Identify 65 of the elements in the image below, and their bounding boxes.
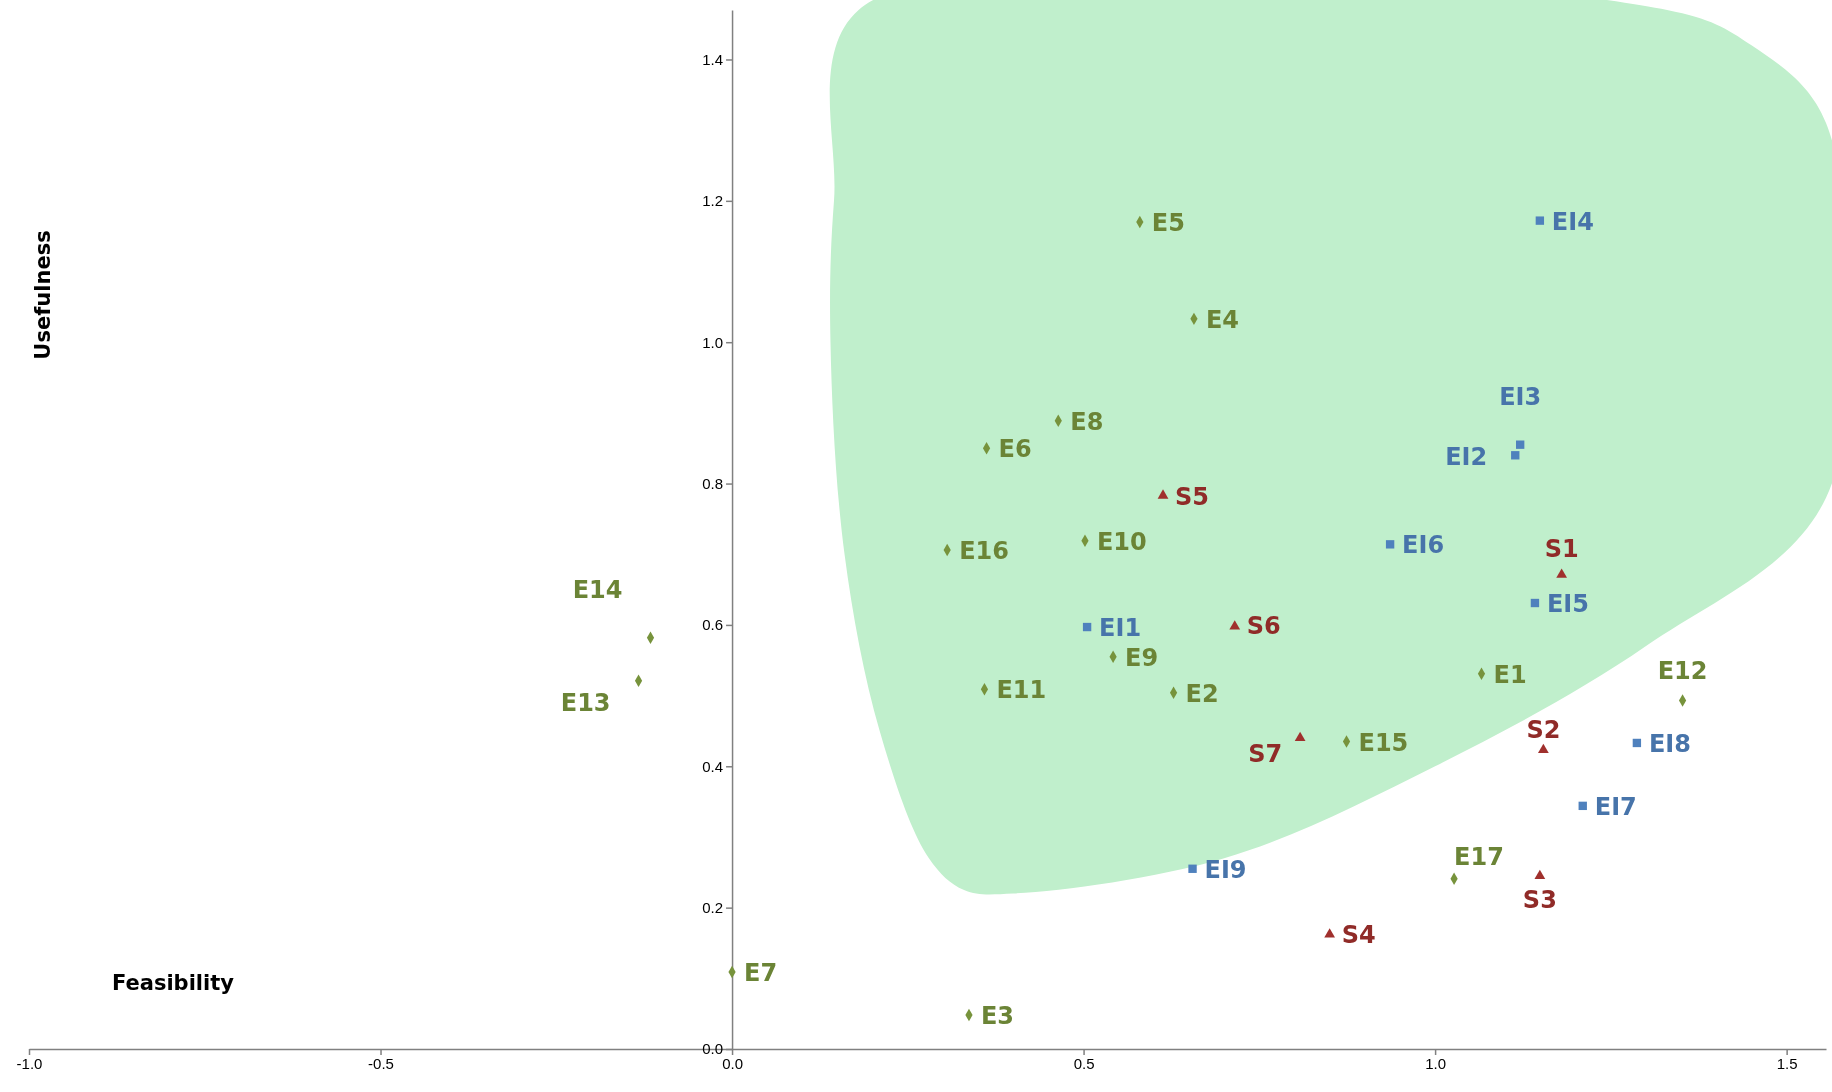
point [1324,928,1336,938]
annotation: EI1 [1099,614,1142,643]
y-tick-label: 0.6 [702,616,724,634]
annotation: EI8 [1648,729,1691,758]
annotation: S4 [1341,921,1376,950]
point [1082,622,1092,632]
y-tick-label: 0.8 [702,474,724,492]
y-tick-label: 1.4 [702,50,724,68]
annotation: EI3 [1499,382,1542,411]
annotation: S7 [1248,740,1283,769]
x-tick-label: 1.0 [1425,1054,1447,1072]
point [1534,869,1546,879]
annotation: E6 [998,435,1032,464]
annotation: E4 [1205,305,1240,334]
annotation: E14 [572,575,623,604]
annotation: E13 [560,688,611,717]
annotation: S6 [1246,612,1281,641]
annotation: EI4 [1551,207,1594,236]
point [1556,568,1568,578]
annotation: EI9 [1204,855,1247,884]
annotation: S1 [1544,534,1579,563]
annotation: EI6 [1402,531,1445,560]
annotation: E15 [1358,728,1409,757]
point [1538,743,1549,754]
y-tick-label: 0.2 [702,898,724,916]
point [1511,451,1520,460]
annotation: E10 [1096,527,1147,556]
annotation: EI5 [1546,590,1589,619]
x-tick-label: 0.5 [1073,1054,1095,1072]
y-tick-label: 1.0 [702,333,724,351]
y-tick-label: 0.0 [702,1040,724,1058]
y-tick-label: 1.2 [702,192,724,210]
point [1632,738,1642,748]
point [1578,801,1587,811]
y-tick-label: 0.4 [702,757,724,775]
annotation: E17 [1454,842,1504,871]
annotation: E1 [1493,660,1527,689]
x-tick-label: -1.0 [16,1054,43,1072]
point [1535,216,1545,225]
point [1530,598,1540,608]
annotation: E16 [959,537,1009,565]
annotation: E12 [1657,656,1708,685]
y-axis-title: Usefulness [31,230,55,360]
annotation: E5 [1151,209,1185,238]
x-tick-label: -0.5 [368,1054,394,1072]
annotation: E7 [744,958,778,987]
annotation: E3 [980,1002,1015,1031]
point [1294,731,1306,742]
annotation: EI7 [1594,792,1637,821]
annotation: S3 [1522,885,1557,914]
annotation: E8 [1070,407,1104,436]
point [1229,620,1241,630]
x-axis-title: Feasibility [112,971,235,995]
annotation: EI2 [1445,443,1488,472]
x-tick-label: 0.0 [722,1054,743,1072]
point [1515,440,1525,449]
annotation: E11 [996,676,1047,705]
annotation: E9 [1125,643,1159,672]
x-tick-label: 1.5 [1776,1054,1798,1072]
point [1188,864,1197,873]
annotation: E2 [1185,679,1219,708]
point [1157,489,1169,499]
point [1385,540,1395,549]
annotation: S5 [1175,482,1210,511]
annotation: S2 [1526,716,1561,745]
